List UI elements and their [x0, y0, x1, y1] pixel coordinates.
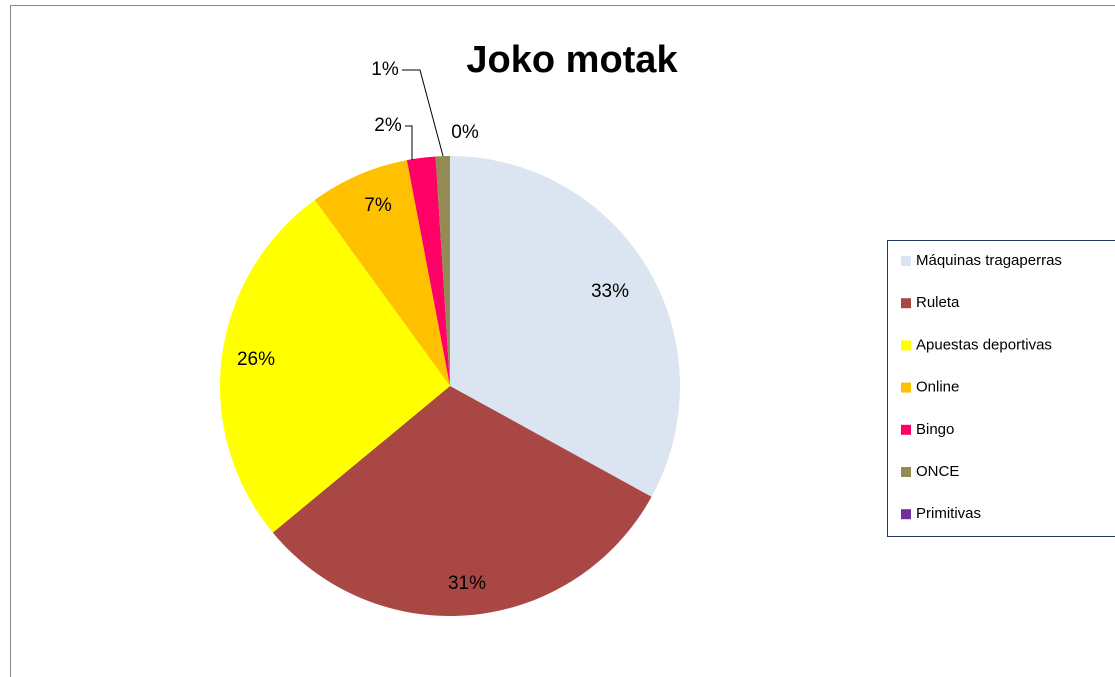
data-label: 26%	[237, 349, 275, 370]
legend-swatch	[901, 509, 911, 520]
legend-swatch	[901, 298, 911, 309]
legend-label: Bingo	[916, 421, 954, 438]
data-label: 31%	[448, 573, 486, 594]
legend-label: Apuestas deportivas	[916, 336, 1052, 353]
leader-line	[405, 125, 413, 160]
data-label: 33%	[591, 281, 629, 302]
chart-title: Joko motak	[466, 39, 678, 81]
pie-slice	[219, 199, 450, 533]
data-label: 7%	[364, 195, 392, 216]
legend-swatch	[901, 424, 911, 435]
legend-label: Máquinas tragaperras	[916, 252, 1062, 269]
pie-slice	[272, 386, 652, 616]
pie-slice	[435, 156, 450, 386]
legend-label: ONCE	[916, 463, 959, 480]
leader-line	[402, 69, 444, 157]
legend-label: Primitivas	[916, 505, 981, 522]
data-label: 1%	[371, 59, 399, 80]
pie-slice	[450, 156, 680, 497]
legend-label: Ruleta	[916, 294, 960, 311]
legend-swatch	[901, 467, 911, 477]
legend-swatch	[901, 340, 911, 351]
legend-swatch	[901, 382, 911, 393]
pie-slice	[314, 160, 450, 386]
legend-label: Online	[916, 379, 959, 396]
pie-slice	[406, 156, 450, 386]
data-label: 2%	[374, 115, 402, 136]
legend-swatch	[901, 256, 911, 266]
legend-frame	[887, 240, 1115, 537]
data-label: 0%	[451, 122, 479, 143]
